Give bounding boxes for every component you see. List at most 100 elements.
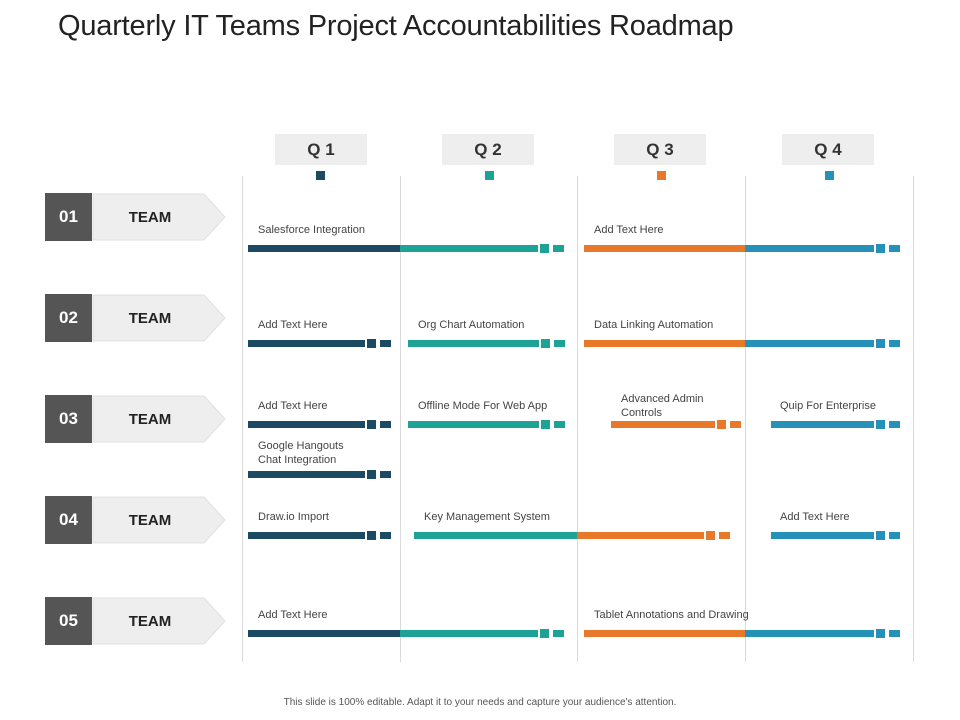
team-label-text: TEAM bbox=[128, 309, 172, 327]
project-bar-end bbox=[719, 532, 730, 539]
project-bar-end bbox=[730, 421, 741, 428]
project-bar-segment bbox=[771, 532, 874, 539]
milestone-marker bbox=[538, 627, 551, 640]
quarter-header-q3: Q 3 bbox=[614, 134, 706, 165]
project-label: Tablet Annotations and Drawing bbox=[594, 609, 749, 621]
project-bar-segment bbox=[248, 245, 400, 252]
project-label: Add Text Here bbox=[258, 400, 328, 412]
milestone-marker bbox=[874, 627, 887, 640]
quarter-marker-q2 bbox=[485, 171, 494, 180]
milestone-marker bbox=[874, 337, 887, 350]
project-bar-segment bbox=[248, 471, 365, 478]
project-bar-end bbox=[380, 532, 391, 539]
project-bar-segment bbox=[771, 421, 874, 428]
team-label-text: TEAM bbox=[128, 511, 172, 529]
project-bar-end bbox=[889, 421, 900, 428]
milestone-marker bbox=[365, 337, 378, 350]
team-number-04: 04 bbox=[45, 496, 92, 544]
project-bar-end bbox=[554, 340, 565, 347]
quarter-header-q1: Q 1 bbox=[275, 134, 367, 165]
project-bar-segment bbox=[745, 340, 874, 347]
milestone-marker bbox=[365, 418, 378, 431]
project-bar-segment bbox=[611, 421, 715, 428]
team-arrow-shape bbox=[92, 395, 226, 443]
project-bar-segment bbox=[584, 245, 745, 252]
team-number-01: 01 bbox=[45, 193, 92, 241]
milestone-marker bbox=[539, 337, 552, 350]
team-number-05: 05 bbox=[45, 597, 92, 645]
team-label-03: TEAM bbox=[92, 395, 227, 443]
team-label-02: TEAM bbox=[92, 294, 227, 342]
column-divider bbox=[745, 176, 746, 662]
column-divider bbox=[400, 176, 401, 662]
project-bar-end bbox=[889, 630, 900, 637]
team-label-text: TEAM bbox=[128, 612, 172, 630]
project-label: Add Text Here bbox=[258, 319, 328, 331]
column-divider bbox=[242, 176, 243, 662]
project-bar-end bbox=[889, 532, 900, 539]
project-bar-end bbox=[889, 340, 900, 347]
project-label: Add Text Here bbox=[780, 511, 850, 523]
team-label-text: TEAM bbox=[128, 410, 172, 428]
column-divider bbox=[577, 176, 578, 662]
project-bar-segment bbox=[248, 532, 365, 539]
project-label: Salesforce Integration bbox=[258, 224, 366, 236]
project-bar-segment bbox=[584, 630, 745, 637]
project-bar-segment bbox=[408, 421, 539, 428]
quarter-marker-q1 bbox=[316, 171, 325, 180]
project-label: Org Chart Automation bbox=[418, 319, 525, 331]
project-bar-end bbox=[554, 421, 565, 428]
project-bar-segment bbox=[414, 532, 577, 539]
project-bar-segment bbox=[408, 340, 539, 347]
quarter-marker-q3 bbox=[657, 171, 666, 180]
project-label: Google Hangouts Chat Integration bbox=[258, 440, 344, 466]
project-bar-segment bbox=[248, 630, 400, 637]
project-label: Draw.io Import bbox=[258, 511, 329, 523]
project-bar-end bbox=[380, 421, 391, 428]
milestone-marker bbox=[365, 529, 378, 542]
team-arrow-shape bbox=[92, 294, 226, 342]
team-arrow-shape bbox=[92, 496, 226, 544]
milestone-marker bbox=[365, 468, 378, 481]
team-label-04: TEAM bbox=[92, 496, 227, 544]
project-bar-segment bbox=[400, 630, 538, 637]
milestone-marker bbox=[539, 418, 552, 431]
project-bar-end bbox=[380, 471, 391, 478]
project-label: Add Text Here bbox=[594, 224, 664, 236]
project-label: Add Text Here bbox=[258, 609, 328, 621]
milestone-marker bbox=[538, 242, 551, 255]
page-title: Quarterly IT Teams Project Accountabilit… bbox=[58, 10, 734, 42]
milestone-marker bbox=[874, 418, 887, 431]
quarter-marker-q4 bbox=[825, 171, 834, 180]
team-arrow-shape bbox=[92, 193, 226, 241]
project-bar-end bbox=[889, 245, 900, 252]
team-number-03: 03 bbox=[45, 395, 92, 443]
project-bar-segment bbox=[577, 532, 704, 539]
quarter-header-q4: Q 4 bbox=[782, 134, 874, 165]
team-arrow-shape bbox=[92, 597, 226, 645]
project-bar-end bbox=[380, 340, 391, 347]
milestone-marker bbox=[715, 418, 728, 431]
project-bar-segment bbox=[745, 245, 874, 252]
project-bar-segment bbox=[400, 245, 538, 252]
project-bar-segment bbox=[248, 421, 365, 428]
project-bar-end bbox=[553, 630, 564, 637]
milestone-marker bbox=[874, 242, 887, 255]
milestone-marker bbox=[874, 529, 887, 542]
project-bar-segment bbox=[584, 340, 745, 347]
team-number-02: 02 bbox=[45, 294, 92, 342]
column-divider bbox=[913, 176, 914, 662]
team-label-text: TEAM bbox=[128, 208, 172, 226]
project-bar-segment bbox=[745, 630, 874, 637]
milestone-marker bbox=[704, 529, 717, 542]
project-label: Offline Mode For Web App bbox=[418, 400, 548, 412]
project-label: Quip For Enterprise bbox=[780, 400, 876, 412]
footer-note: This slide is 100% editable. Adapt it to… bbox=[283, 697, 677, 708]
project-label: Key Management System bbox=[424, 511, 550, 523]
quarter-header-q2: Q 2 bbox=[442, 134, 534, 165]
team-label-05: TEAM bbox=[92, 597, 227, 645]
team-label-01: TEAM bbox=[92, 193, 227, 241]
project-bar-end bbox=[553, 245, 564, 252]
project-label: Data Linking Automation bbox=[594, 319, 714, 331]
project-bar-segment bbox=[248, 340, 365, 347]
